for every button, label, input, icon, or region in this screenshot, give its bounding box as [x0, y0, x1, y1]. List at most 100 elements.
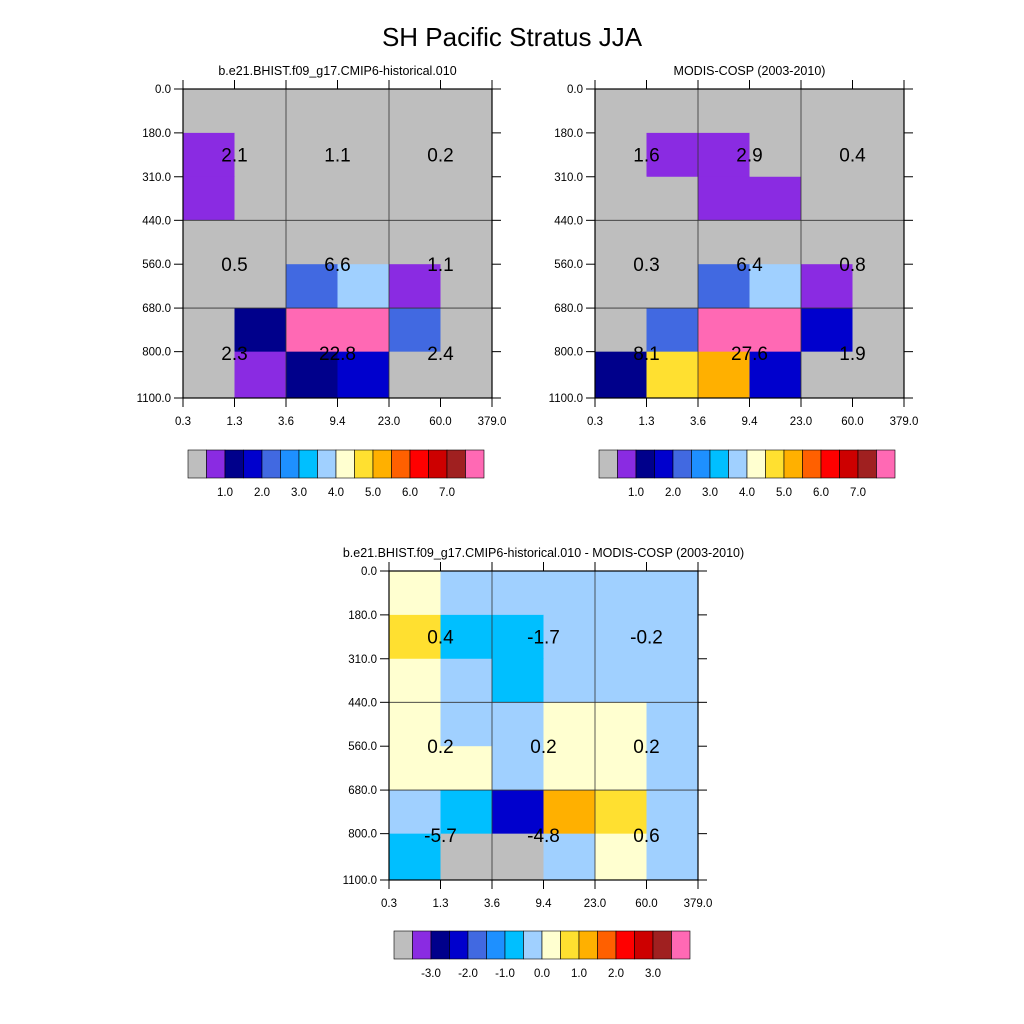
heatmap-cell [440, 308, 493, 353]
box-value-label: 0.5 [221, 255, 247, 276]
heatmap-cell [440, 220, 493, 265]
heatmap-cell [183, 308, 235, 353]
heatmap-cell [852, 264, 905, 309]
x-tick-label: 1.3 [433, 898, 449, 910]
colorbar-swatch [393, 930, 413, 960]
colorbar-swatch [317, 449, 337, 479]
colorbar-swatch [446, 449, 466, 479]
x-tick-label: 3.6 [278, 416, 294, 428]
x-tick-label: 9.4 [330, 416, 347, 428]
heatmap-cell [698, 89, 750, 134]
heatmap-cell [646, 89, 699, 134]
x-tick-label: 60.0 [429, 416, 451, 428]
colorbar-label: 2.0 [254, 487, 270, 499]
heatmap-cell [852, 176, 905, 221]
x-tick-label: 379.0 [684, 898, 713, 910]
colorbar-swatch [409, 449, 429, 479]
heatmap-cell [183, 89, 235, 134]
heatmap-cell [595, 790, 647, 835]
heatmap-cell [801, 351, 853, 399]
colorbar-swatch [802, 449, 822, 479]
heatmap-cell [852, 132, 905, 178]
heatmap-cell [595, 571, 647, 616]
heatmap-cell [595, 176, 647, 221]
heatmap-cell [646, 614, 699, 660]
colorbar-label: 3.0 [645, 968, 661, 980]
heatmap-cell [389, 308, 441, 353]
heatmap-cell [286, 89, 338, 134]
colorbar-swatch [671, 930, 691, 960]
heatmap-cell [698, 351, 750, 399]
x-tick-label: 379.0 [478, 416, 507, 428]
heatmap-cell [801, 220, 853, 265]
heatmap-cell [389, 702, 441, 747]
heatmap-cell [234, 89, 287, 134]
heatmap-cell [286, 264, 338, 309]
heatmap-cell [389, 220, 441, 265]
y-tick-label: 680.0 [142, 303, 171, 315]
colorbar-label: 1.0 [628, 487, 644, 499]
colorbar-label: -2.0 [458, 968, 478, 980]
colorbar-swatch [652, 930, 672, 960]
box-value-label: 0.8 [839, 255, 865, 276]
box-value-label: -0.2 [630, 628, 663, 649]
heatmap-cell [492, 614, 544, 660]
x-tick-label: 60.0 [841, 416, 863, 428]
heatmap-cell [286, 220, 338, 265]
heatmap-cell [646, 264, 699, 309]
colorbar-swatch [857, 449, 877, 479]
heatmap-cell [234, 308, 287, 353]
colorbar-swatch [430, 930, 450, 960]
heatmap-cell [440, 571, 493, 616]
y-tick-label: 800.0 [142, 347, 171, 359]
y-tick-label: 1100.0 [343, 875, 377, 887]
y-tick-label: 440.0 [348, 697, 377, 709]
heatmap-cell [286, 132, 338, 178]
y-tick-label: 1100.0 [549, 393, 583, 405]
x-tick-label: 9.4 [742, 416, 759, 428]
colorbar-swatch [634, 930, 654, 960]
box-value-label: 22.8 [319, 344, 356, 365]
box-value-label: -5.7 [424, 826, 457, 847]
heatmap-cell [646, 746, 699, 791]
heatmap-cell [646, 658, 699, 703]
box-value-label: 0.2 [427, 737, 453, 758]
panel-title: MODIS-COSP (2003-2010) [674, 64, 826, 78]
box-value-label: 1.6 [633, 146, 659, 167]
y-tick-label: 310.0 [554, 172, 583, 184]
panel-2: MODIS-COSP (2003-2010) 0.0 180.0 310.0 440.0… [549, 64, 919, 499]
heatmap-cell [389, 351, 441, 399]
colorbar-label: 3.0 [291, 487, 307, 499]
heatmap-cell [646, 571, 699, 616]
x-tick-label: 9.4 [536, 898, 553, 910]
heatmap-cell [749, 308, 802, 353]
colorbar-swatch [654, 449, 674, 479]
x-tick-label: 23.0 [790, 416, 812, 428]
heatmap-cell [389, 89, 441, 134]
heatmap-cell [492, 571, 544, 616]
y-tick-label: 560.0 [554, 259, 583, 271]
heatmap-cell [801, 264, 853, 309]
colorbar-swatch [354, 449, 374, 479]
x-tick-label: 0.3 [381, 898, 397, 910]
heatmap-cell [749, 220, 802, 265]
colorbar-swatch [578, 930, 598, 960]
colorbar-swatch [486, 930, 506, 960]
heatmap-cell [698, 308, 750, 353]
colorbar-swatch [728, 449, 748, 479]
x-tick-label: 0.3 [587, 416, 603, 428]
heatmap-cell [234, 176, 287, 221]
box-value-label: 0.4 [839, 146, 866, 167]
colorbar-swatch [820, 449, 840, 479]
heatmap-cell [749, 351, 802, 399]
box-value-label: -1.7 [527, 628, 560, 649]
panels: b.e21.BHIST.f09_g17.CMIP6-historical.010… [137, 64, 919, 980]
heatmap-cell [337, 89, 390, 134]
heatmap-cell [646, 351, 699, 399]
colorbar-label: 0.0 [534, 968, 550, 980]
heatmap-cell [492, 833, 544, 881]
heatmap-cell [440, 89, 493, 134]
colorbar-swatch [598, 449, 618, 479]
colorbar-label: 6.0 [813, 487, 829, 499]
